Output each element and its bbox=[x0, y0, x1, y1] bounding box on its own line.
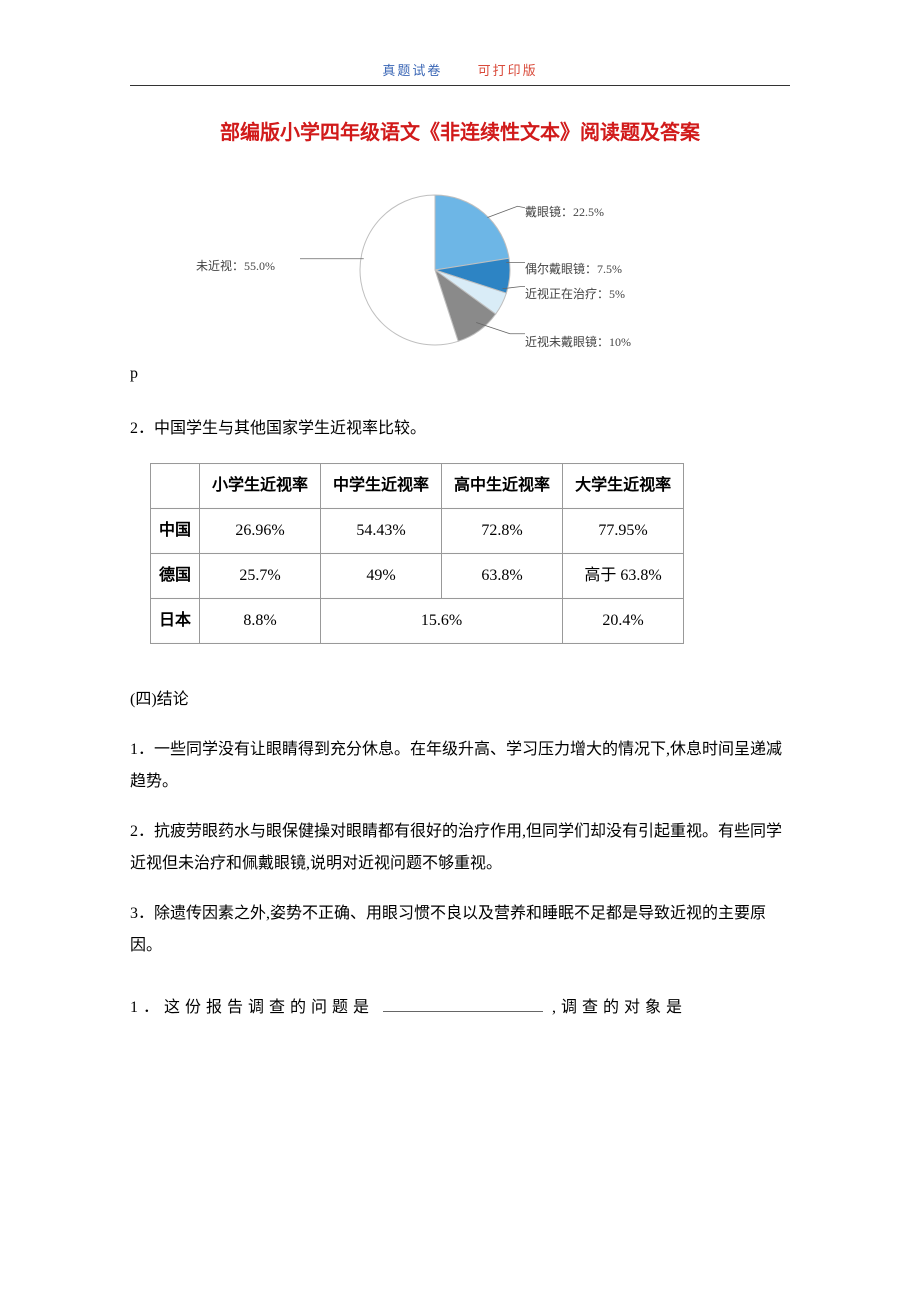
question-prefix: 1．这份报告调查的问题是 bbox=[130, 999, 374, 1016]
body: 2．中国学生与其他国家学生近视率比较。 小学生近视率 中学生近视率 高中生近视率… bbox=[130, 413, 790, 1024]
pie-chart-svg bbox=[355, 185, 525, 355]
pie-label-unaffected: 未近视：55.0% bbox=[196, 257, 275, 274]
pie-label-noglasses: 近视未戴眼镜：10% bbox=[525, 333, 631, 350]
pie-label-treating: 近视正在治疗：5% bbox=[525, 285, 625, 302]
cell: 49% bbox=[321, 554, 442, 599]
cell: 25.7% bbox=[200, 554, 321, 599]
cell: 54.43% bbox=[321, 509, 442, 554]
header-right: 可打印版 bbox=[478, 63, 538, 78]
pie-chart: 未近视：55.0% 戴眼镜：22.5% 偶尔戴眼镜：7.5% 近视正在治疗：5%… bbox=[130, 185, 790, 365]
table-header-row: 小学生近视率 中学生近视率 高中生近视率 大学生近视率 bbox=[151, 464, 684, 509]
row-japan-label: 日本 bbox=[151, 599, 200, 644]
question-1: 1．这份报告调查的问题是 ,调查的对象是 bbox=[130, 992, 790, 1024]
table-header-college: 大学生近视率 bbox=[563, 464, 684, 509]
cell: 72.8% bbox=[442, 509, 563, 554]
table-header-high: 高中生近视率 bbox=[442, 464, 563, 509]
table-row: 中国 26.96% 54.43% 72.8% 77.95% bbox=[151, 509, 684, 554]
conclusion-heading: (四)结论 bbox=[130, 684, 790, 716]
header-left: 真题试卷 bbox=[382, 63, 442, 78]
question-mid: ,调查的对象是 bbox=[552, 999, 687, 1016]
row-china-label: 中国 bbox=[151, 509, 200, 554]
row-germany-label: 德国 bbox=[151, 554, 200, 599]
cell: 63.8% bbox=[442, 554, 563, 599]
table-header-primary: 小学生近视率 bbox=[200, 464, 321, 509]
page-header: 真题试卷 可打印版 bbox=[130, 60, 790, 86]
page: 真题试卷 可打印版 部编版小学四年级语文《非连续性文本》阅读题及答案 未近视：5… bbox=[0, 0, 920, 1302]
section2-intro: 2．中国学生与其他国家学生近视率比较。 bbox=[130, 413, 790, 445]
cell: 26.96% bbox=[200, 509, 321, 554]
table-header-middle: 中学生近视率 bbox=[321, 464, 442, 509]
cell: 15.6% bbox=[321, 599, 563, 644]
fill-blank[interactable] bbox=[383, 995, 543, 1012]
table-row: 日本 8.8% 15.6% 20.4% bbox=[151, 599, 684, 644]
pie-label-sometimes: 偶尔戴眼镜：7.5% bbox=[525, 260, 622, 277]
stray-p: p bbox=[130, 365, 790, 383]
document-title: 部编版小学四年级语文《非连续性文本》阅读题及答案 bbox=[130, 116, 790, 145]
table-row: 德国 25.7% 49% 63.8% 高于 63.8% bbox=[151, 554, 684, 599]
pie-label-glasses: 戴眼镜：22.5% bbox=[525, 203, 604, 220]
conclusion-item: 1．一些同学没有让眼睛得到充分休息。在年级升高、学习压力增大的情况下,休息时间呈… bbox=[130, 734, 790, 798]
table-header-blank bbox=[151, 464, 200, 509]
cell: 77.95% bbox=[563, 509, 684, 554]
comparison-table: 小学生近视率 中学生近视率 高中生近视率 大学生近视率 中国 26.96% 54… bbox=[150, 463, 684, 644]
cell: 20.4% bbox=[563, 599, 684, 644]
cell: 8.8% bbox=[200, 599, 321, 644]
conclusion-item: 2．抗疲劳眼药水与眼保健操对眼睛都有很好的治疗作用,但同学们却没有引起重视。有些… bbox=[130, 816, 790, 880]
conclusion-item: 3．除遗传因素之外,姿势不正确、用眼习惯不良以及营养和睡眠不足都是导致近视的主要… bbox=[130, 898, 790, 962]
cell: 高于 63.8% bbox=[563, 554, 684, 599]
